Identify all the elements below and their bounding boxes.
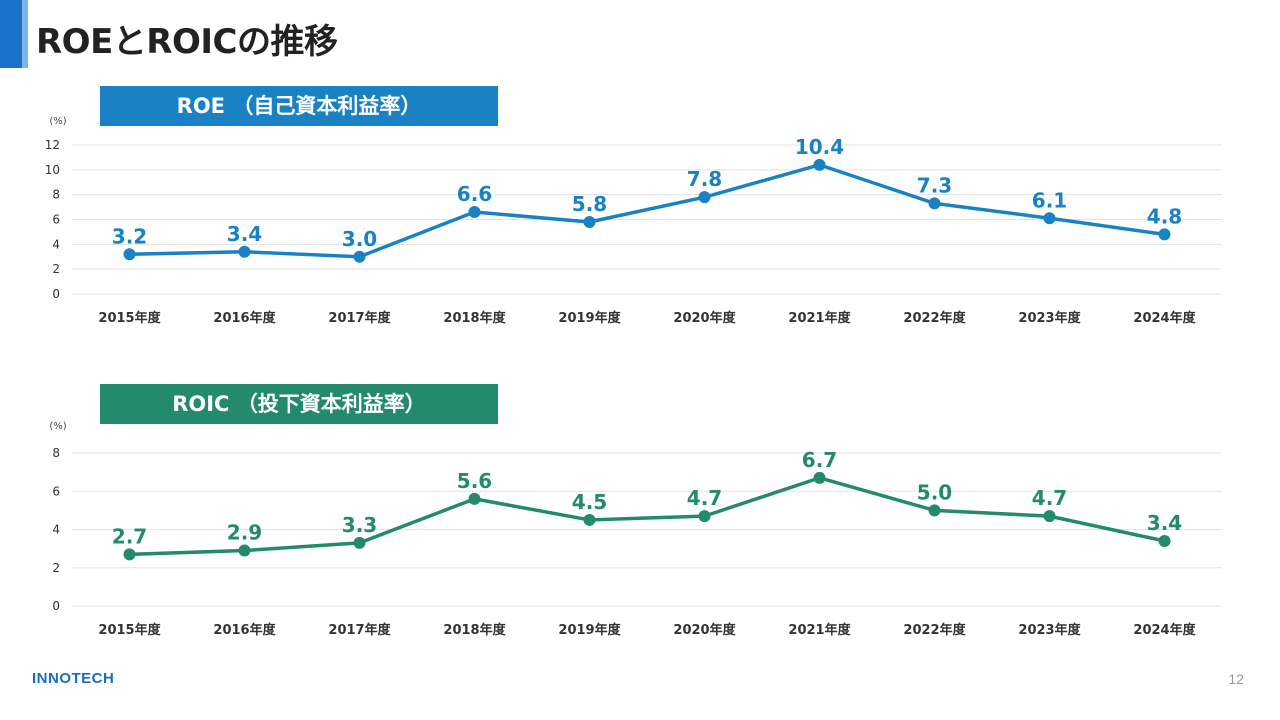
- title-accent-bar: [0, 0, 22, 68]
- roe-xtick-label: 2018年度: [443, 310, 506, 326]
- roe-data-label: 5.8: [572, 192, 607, 216]
- roe-data-point: [583, 215, 596, 228]
- roe-data-point: [353, 250, 366, 263]
- roe-ytick-label: 12: [45, 138, 60, 152]
- roic-data-label: 4.7: [1032, 486, 1067, 510]
- roic-data-label: 3.3: [342, 513, 377, 537]
- roic-data-point: [238, 544, 251, 557]
- roe-data-point: [928, 197, 941, 210]
- roe-data-label: 3.2: [112, 224, 147, 248]
- roe-unit-label: (%): [49, 116, 66, 127]
- roic-xtick-label: 2017年度: [328, 622, 391, 638]
- roe-data-label: 7.8: [687, 167, 722, 191]
- roic-xtick-label: 2015年度: [98, 622, 161, 638]
- roe-data-label: 6.6: [457, 182, 492, 206]
- roic-data-label: 5.6: [457, 469, 492, 493]
- roic-data-label: 3.4: [1147, 511, 1182, 535]
- roe-ytick-label: 4: [52, 237, 60, 251]
- roic-ytick-label: 0: [52, 599, 60, 613]
- roe-series-line: [129, 163, 1165, 259]
- roe-data-point: [698, 191, 711, 204]
- roe-data-label: 7.3: [917, 173, 952, 197]
- roic-data-label: 4.7: [687, 486, 722, 510]
- roic-xtick-label: 2016年度: [213, 622, 276, 638]
- roic-data-label: 5.0: [917, 480, 952, 504]
- roic-data-point: [813, 471, 826, 484]
- roic-ytick-label: 2: [52, 561, 60, 575]
- page-number: 12: [1228, 671, 1244, 687]
- roe-data-point: [813, 158, 826, 171]
- roic-data-label: 2.7: [112, 524, 147, 548]
- roe-data-label: 4.8: [1147, 204, 1182, 228]
- roe-data-label: 3.4: [227, 222, 262, 246]
- roe-ytick-label: 0: [52, 287, 60, 301]
- roic-xtick-label: 2020年度: [673, 622, 736, 638]
- roic-unit-label: (%): [49, 421, 66, 432]
- roic-xtick-label: 2021年度: [788, 622, 851, 638]
- roic-data-point: [468, 492, 481, 505]
- roe-xtick-label: 2024年度: [1133, 310, 1196, 326]
- roic-data-point: [123, 548, 136, 561]
- page-title: ROEとROICの推移: [36, 22, 338, 62]
- roic-xtick-label: 2018年度: [443, 622, 506, 638]
- roic-data-point: [1043, 510, 1056, 523]
- roic-data-label: 6.7: [802, 448, 837, 472]
- title-accent-bar-light: [22, 0, 28, 68]
- roe-banner: ROE （自己資本利益率）: [100, 86, 498, 126]
- roic-xtick-label: 2023年度: [1018, 622, 1081, 638]
- roe-xtick-label: 2021年度: [788, 310, 851, 326]
- roic-ytick-label: 4: [52, 523, 60, 537]
- roe-data-point: [123, 248, 136, 261]
- roe-ytick-label: 6: [52, 213, 60, 227]
- roic-line-chart: (%) 0 2 4 6 8 2015年度 2016年度 2017年度 2018年度 2019年度 20…: [49, 421, 1222, 638]
- roe-xtick-label: 2017年度: [328, 310, 391, 326]
- innotech-logo: INNOTECH: [32, 670, 115, 687]
- roe-ytick-label: 2: [52, 262, 60, 276]
- roe-ytick-label: 10: [45, 163, 60, 177]
- roic-banner: ROIC （投下資本利益率）: [100, 384, 498, 424]
- roic-ytick-label: 8: [52, 446, 60, 460]
- roe-line-chart: (%) 0 2 4 6 8 10 12 2015年度 2016年度 2017年度 2018年度 2019…: [45, 116, 1222, 326]
- roic-data-label: 4.5: [572, 490, 607, 514]
- roe-data-point: [1158, 228, 1171, 241]
- roe-xtick-label: 2022年度: [903, 310, 966, 326]
- roe-xtick-label: 2023年度: [1018, 310, 1081, 326]
- roic-xtick-label: 2019年度: [558, 622, 621, 638]
- roic-series-line: [129, 476, 1165, 557]
- roe-data-label: 3.0: [342, 227, 377, 251]
- roe-xtick-label: 2015年度: [98, 310, 161, 326]
- roic-data-point: [928, 504, 941, 517]
- roic-data-point: [583, 513, 596, 526]
- roe-xtick-label: 2020年度: [673, 310, 736, 326]
- roic-data-point: [353, 536, 366, 549]
- roe-xtick-label: 2016年度: [213, 310, 276, 326]
- roic-data-point: [1158, 534, 1171, 547]
- roic-xtick-label: 2024年度: [1133, 622, 1196, 638]
- roe-data-point: [238, 245, 251, 258]
- roe-data-label: 6.1: [1032, 188, 1067, 212]
- roic-data-label: 2.9: [227, 521, 262, 545]
- roe-data-label: 10.4: [795, 135, 844, 159]
- roic-xtick-label: 2022年度: [903, 622, 966, 638]
- roe-data-point: [468, 206, 481, 219]
- roic-data-point: [698, 510, 711, 523]
- roic-ytick-label: 6: [52, 484, 60, 498]
- roe-xtick-label: 2019年度: [558, 310, 621, 326]
- roe-ytick-label: 8: [52, 188, 60, 202]
- roe-data-point: [1043, 212, 1056, 225]
